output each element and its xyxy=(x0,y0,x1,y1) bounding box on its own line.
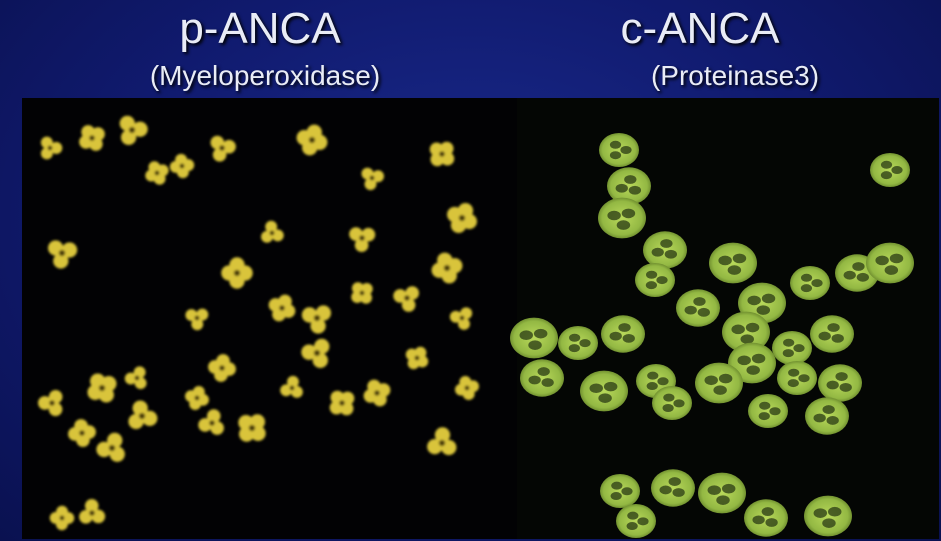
p-anca-cell xyxy=(208,354,236,382)
c-anca-cells xyxy=(510,133,914,538)
p-anca-cell xyxy=(296,124,328,156)
c-anca-cell xyxy=(676,289,720,327)
p-anca-cell xyxy=(145,161,169,185)
c-anca-cell xyxy=(866,242,914,284)
c-anca-cell xyxy=(777,361,817,395)
p-anca-cell xyxy=(68,419,96,447)
p-anca-cell xyxy=(351,282,373,304)
c-anca-cell xyxy=(598,197,646,239)
p-anca-cells xyxy=(38,115,480,531)
c-anca-subtitle: (Proteinase3) xyxy=(650,60,820,91)
p-anca-subtitle: (Myeloperoxidase) xyxy=(149,60,381,91)
p-anca-cell xyxy=(119,115,148,146)
c-anca-cell xyxy=(722,311,770,353)
p-anca-cell xyxy=(280,375,303,398)
p-anca-cell xyxy=(185,308,209,331)
c-anca-cell xyxy=(600,474,640,508)
p-anca-panel xyxy=(22,98,517,539)
p-anca-cell xyxy=(268,294,296,322)
c-anca-cell xyxy=(810,315,854,353)
c-anca-cell xyxy=(510,317,558,359)
p-anca-cell xyxy=(329,390,355,416)
micrograph-canvas xyxy=(22,98,939,539)
c-anca-cell xyxy=(558,326,598,360)
p-anca-cell xyxy=(427,427,457,456)
c-anca-title: c-ANCA xyxy=(620,4,780,53)
p-anca-cell xyxy=(221,257,253,289)
p-anca-cell xyxy=(185,386,209,410)
p-anca-cell xyxy=(405,346,429,370)
p-anca-cell xyxy=(447,203,477,233)
p-anca-cell xyxy=(198,409,224,435)
c-anca-cell xyxy=(870,153,910,187)
p-anca-cell xyxy=(301,338,330,369)
c-anca-cell xyxy=(695,362,743,404)
c-anca-cell xyxy=(818,364,862,402)
p-anca-cell xyxy=(124,366,147,390)
c-anca-cell xyxy=(601,315,645,353)
p-anca-cell xyxy=(393,286,420,312)
p-anca-cell xyxy=(79,499,106,524)
c-anca-cell xyxy=(709,242,757,284)
p-anca-cell xyxy=(261,220,284,243)
p-anca-cell xyxy=(449,307,473,330)
p-anca-cell xyxy=(238,414,266,442)
c-anca-cell xyxy=(520,359,564,397)
p-anca-cell xyxy=(454,375,480,401)
p-anca-cell xyxy=(96,432,125,462)
c-anca-cell xyxy=(790,266,830,300)
c-anca-cell xyxy=(599,133,639,167)
c-anca-cell xyxy=(643,231,687,269)
p-anca-cell xyxy=(47,240,78,269)
c-anca-cell xyxy=(580,370,628,412)
immunofluorescence-micrograph xyxy=(22,98,939,539)
p-anca-cell xyxy=(87,373,117,403)
c-anca-cell xyxy=(748,394,788,428)
p-anca-cell xyxy=(40,136,63,160)
p-anca-cell xyxy=(431,252,463,284)
p-anca-cell xyxy=(79,125,105,151)
c-anca-cell xyxy=(607,167,651,205)
c-anca-cell xyxy=(805,397,849,435)
c-anca-cell xyxy=(616,504,656,538)
c-anca-cell xyxy=(772,331,812,365)
p-anca-cell xyxy=(210,135,236,162)
p-anca-title: p-ANCA xyxy=(179,4,341,53)
p-anca-cell xyxy=(49,505,75,531)
p-anca-cell xyxy=(169,153,195,179)
p-anca-cell xyxy=(429,141,455,167)
p-anca-cell xyxy=(301,305,332,334)
p-anca-cell xyxy=(363,379,391,407)
c-anca-cell xyxy=(744,499,788,537)
p-anca-cell xyxy=(38,389,63,417)
p-anca-cell xyxy=(128,400,158,430)
c-anca-cell xyxy=(651,469,695,507)
c-anca-cell xyxy=(804,495,852,537)
p-anca-cell xyxy=(349,227,376,252)
p-anca-cell xyxy=(361,167,384,191)
c-anca-cell xyxy=(635,263,675,297)
c-anca-panel xyxy=(517,98,939,539)
c-anca-cell xyxy=(698,472,746,514)
c-anca-cell xyxy=(652,386,692,420)
